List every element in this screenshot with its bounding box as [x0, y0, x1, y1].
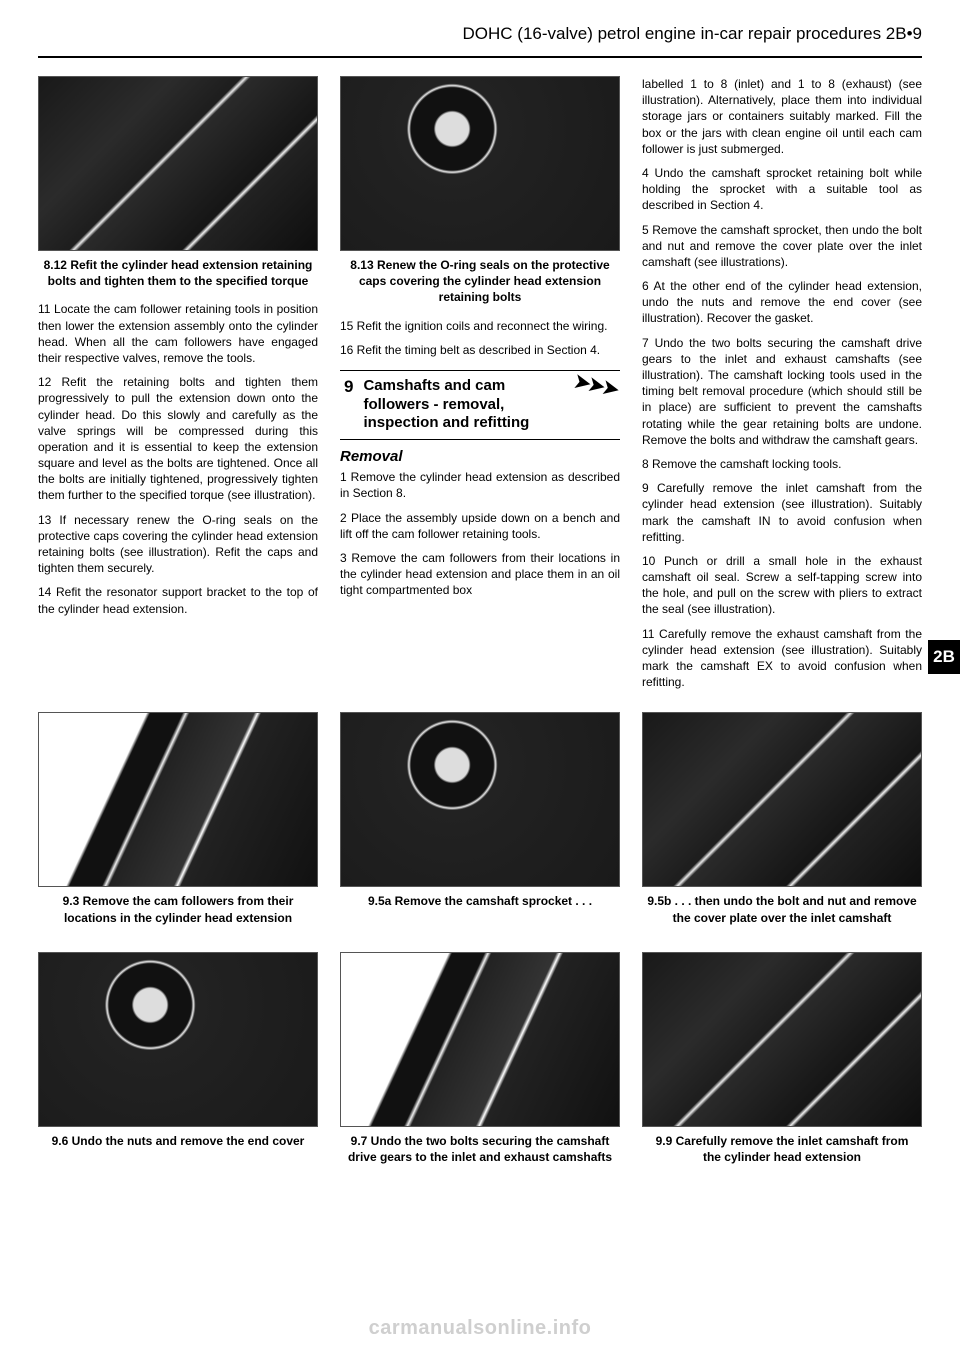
body-paragraph: 13 If necessary renew the O-ring seals o… — [38, 512, 318, 577]
section-number: 9 — [344, 377, 353, 397]
figure-block: 9.6 Undo the nuts and remove the end cov… — [38, 952, 318, 1177]
main-columns: 8.12 Refit the cylinder head extension r… — [38, 76, 922, 698]
body-paragraph: 15 Refit the ignition coils and reconnec… — [340, 318, 620, 334]
body-paragraph: 1 Remove the cylinder head extension as … — [340, 469, 620, 501]
difficulty-icon: ➤➤➤ — [572, 373, 618, 397]
section-heading-box: 9 Camshafts and cam followers - removal,… — [340, 370, 620, 440]
figure-caption: 9.9 Carefully remove the inlet camshaft … — [642, 1133, 922, 1165]
figure-image-9-5a — [340, 712, 620, 887]
body-paragraph: 5 Remove the camshaft sprocket, then und… — [642, 222, 922, 271]
body-paragraph: 14 Refit the resonator support bracket t… — [38, 584, 318, 616]
figure-caption: 8.12 Refit the cylinder head extension r… — [38, 257, 318, 289]
figure-block: 9.3 Remove the cam followers from their … — [38, 712, 318, 937]
body-paragraph: labelled 1 to 8 (inlet) and 1 to 8 (exha… — [642, 76, 922, 157]
section-title: Camshafts and cam followers - removal, i… — [363, 377, 562, 433]
column-1: 8.12 Refit the cylinder head extension r… — [38, 76, 318, 698]
body-paragraph: 7 Undo the two bolts securing the camsha… — [642, 335, 922, 448]
sub-heading-removal: Removal — [340, 448, 620, 465]
figure-row-middle: 9.3 Remove the cam followers from their … — [38, 712, 922, 937]
body-paragraph: 10 Punch or drill a small hole in the ex… — [642, 553, 922, 618]
figure-caption: 9.7 Undo the two bolts securing the cams… — [340, 1133, 620, 1165]
figure-block: 9.9 Carefully remove the inlet camshaft … — [642, 952, 922, 1177]
figure-block: 9.7 Undo the two bolts securing the cams… — [340, 952, 620, 1177]
body-paragraph: 4 Undo the camshaft sprocket retaining b… — [642, 165, 922, 214]
figure-caption: 9.5b . . . then undo the bolt and nut an… — [642, 893, 922, 925]
column-3: labelled 1 to 8 (inlet) and 1 to 8 (exha… — [642, 76, 922, 698]
body-paragraph: 12 Refit the retaining bolts and tighten… — [38, 374, 318, 504]
body-paragraph: 9 Carefully remove the inlet camshaft fr… — [642, 480, 922, 545]
body-paragraph: 6 At the other end of the cylinder head … — [642, 278, 922, 327]
figure-block: 9.5b . . . then undo the bolt and nut an… — [642, 712, 922, 937]
body-paragraph: 16 Refit the timing belt as described in… — [340, 342, 620, 358]
figure-image-8-12 — [38, 76, 318, 251]
body-paragraph: 11 Locate the cam follower retaining too… — [38, 301, 318, 366]
figure-image-9-3 — [38, 712, 318, 887]
body-paragraph: 3 Remove the cam followers from their lo… — [340, 550, 620, 599]
figure-image-9-6 — [38, 952, 318, 1127]
figure-caption: 9.5a Remove the camshaft sprocket . . . — [340, 893, 620, 909]
body-paragraph: 2 Place the assembly upside down on a be… — [340, 510, 620, 542]
watermark: carmanualsonline.info — [369, 1317, 592, 1340]
figure-image-9-7 — [340, 952, 620, 1127]
column-2: 8.13 Renew the O-ring seals on the prote… — [340, 76, 620, 698]
chapter-tab: 2B — [928, 640, 960, 674]
figure-image-9-5b — [642, 712, 922, 887]
body-paragraph: 11 Carefully remove the exhaust camshaft… — [642, 626, 922, 691]
figure-block: 9.5a Remove the camshaft sprocket . . . — [340, 712, 620, 937]
figure-caption: 9.6 Undo the nuts and remove the end cov… — [38, 1133, 318, 1149]
figure-caption: 9.3 Remove the cam followers from their … — [38, 893, 318, 925]
figure-caption: 8.13 Renew the O-ring seals on the prote… — [340, 257, 620, 306]
figure-row-bottom: 9.6 Undo the nuts and remove the end cov… — [38, 952, 922, 1177]
figure-image-8-13 — [340, 76, 620, 251]
body-paragraph: 8 Remove the camshaft locking tools. — [642, 456, 922, 472]
figure-image-9-9 — [642, 952, 922, 1127]
page-header: DOHC (16-valve) petrol engine in-car rep… — [38, 24, 922, 58]
